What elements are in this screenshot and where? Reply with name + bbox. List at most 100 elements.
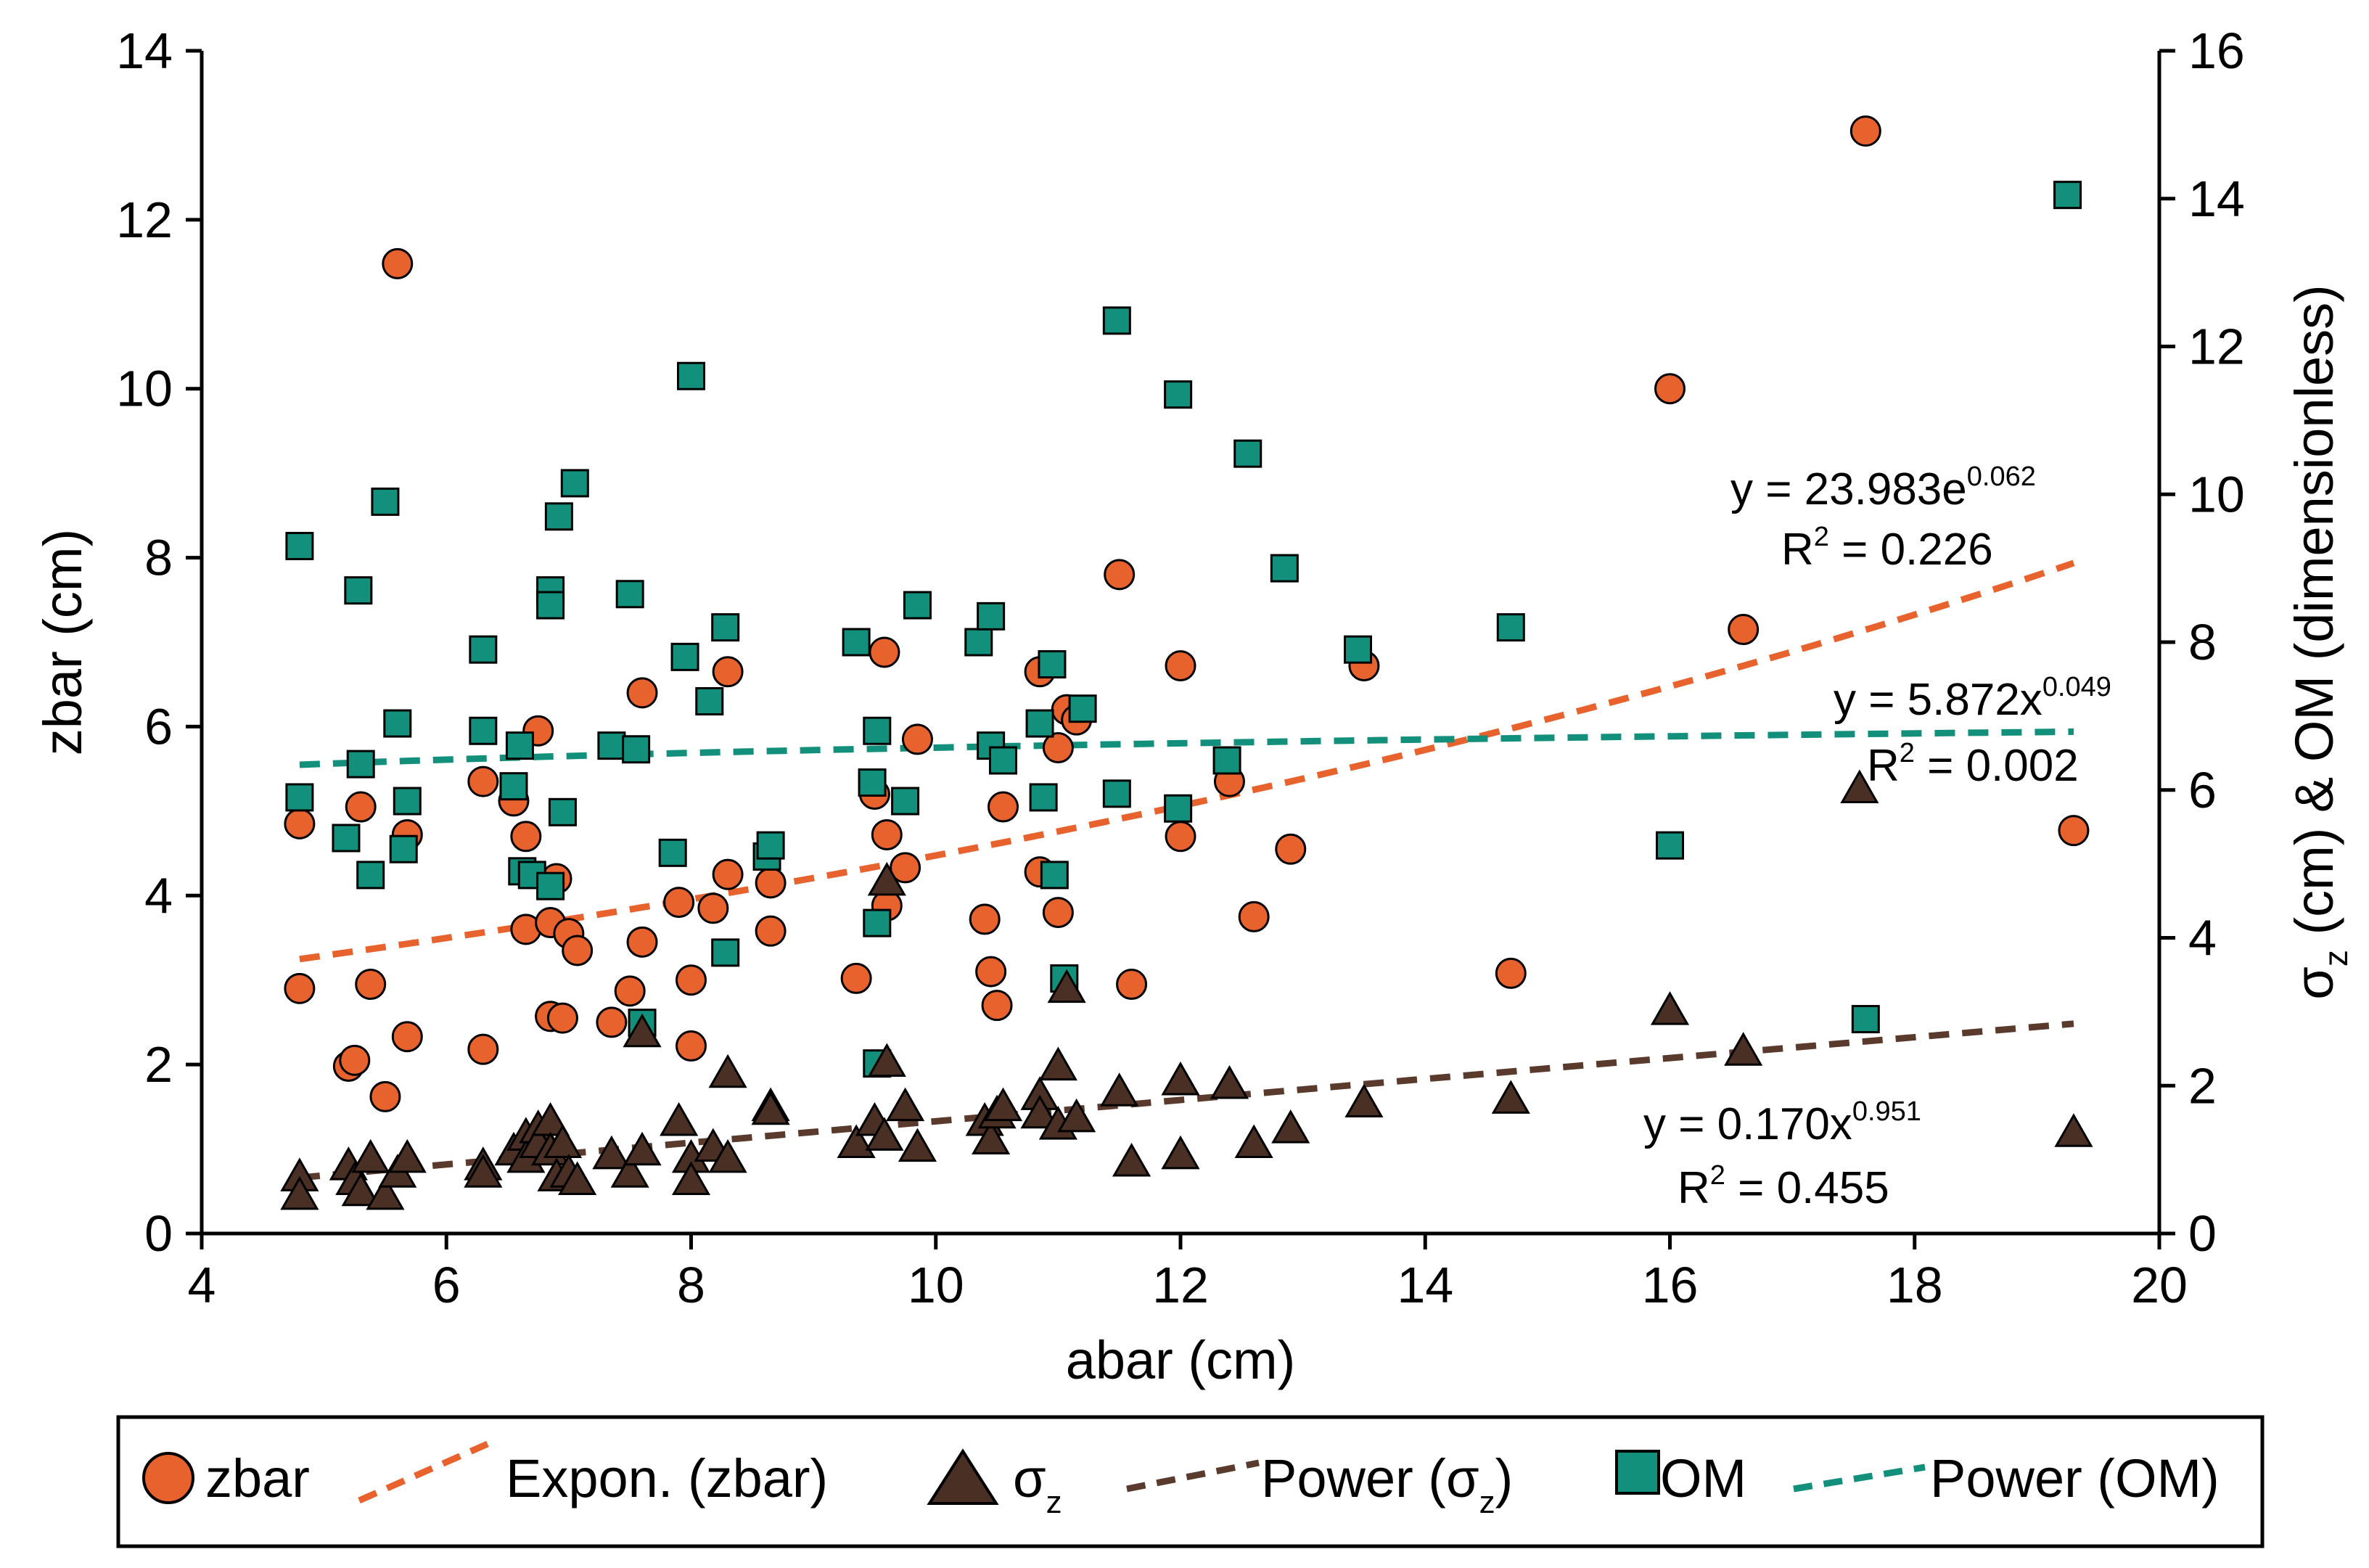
om-point — [1164, 794, 1193, 823]
zbar-point — [1275, 833, 1307, 865]
svg-text:R2 = 0.002: R2 = 0.002 — [1867, 738, 2079, 791]
x-tick-label: 14 — [1397, 1257, 1453, 1313]
om-point — [1496, 613, 1525, 642]
sigma-point — [1234, 1124, 1273, 1159]
legend-power-sigma-label-main: Power (σ — [1261, 1448, 1479, 1509]
om-point — [332, 824, 361, 853]
om-point — [469, 635, 498, 664]
om-point — [2053, 181, 2082, 210]
y2-tick-label: 8 — [2188, 614, 2217, 670]
zbar-point — [1042, 897, 1074, 929]
annotation-om-eq: y = 5.872x — [1834, 675, 2042, 725]
y-tick-label: 6 — [144, 698, 173, 755]
zbar-point — [1495, 957, 1527, 989]
legend-sigma-label: σz — [1013, 1448, 1062, 1520]
sigma-point — [671, 1161, 711, 1195]
annotation-zbar-r2-value: = 0.226 — [1829, 525, 1993, 575]
om-point — [658, 838, 687, 867]
zbar-point — [626, 926, 658, 958]
x-tick-label: 6 — [432, 1257, 461, 1313]
om-point — [371, 487, 400, 516]
zbar-point — [1654, 373, 1686, 405]
zbar-point — [901, 723, 933, 755]
om-point — [977, 602, 1006, 631]
sigma-point — [1020, 1094, 1059, 1129]
x-tick-label: 10 — [908, 1257, 964, 1313]
om-point — [695, 687, 724, 715]
y2-tick-label: 14 — [2188, 171, 2245, 227]
om-point — [711, 938, 740, 967]
zbar-point — [1116, 969, 1148, 1001]
svg-text:R2 = 0.455: R2 = 0.455 — [1678, 1160, 1889, 1213]
sigma-point — [464, 1154, 503, 1188]
zbar-point — [2058, 815, 2090, 847]
zbar-point — [1104, 559, 1136, 591]
y2-axis-ticks: 0 2 4 6 8 10 12 14 16 — [2159, 22, 2245, 1262]
svg-text:y = 5.872x0.049: y = 5.872x0.049 — [1834, 672, 2111, 725]
y2-tick-label: 12 — [2188, 319, 2245, 375]
trendlines — [299, 559, 2075, 1181]
series-om — [285, 181, 2082, 1078]
series-sigma — [280, 769, 2093, 1210]
annotation-sigma: y = 0.170x0.951 R2 = 0.455 — [1643, 1096, 1921, 1213]
zbar-point — [755, 915, 787, 947]
om-point — [1233, 439, 1262, 468]
sigma-point — [1100, 1072, 1139, 1107]
sigma-point — [983, 1087, 1023, 1122]
legend-om-marker — [1615, 1450, 1660, 1495]
sigma-point — [751, 1091, 790, 1125]
om-point — [285, 532, 314, 561]
sigma-point — [366, 1175, 405, 1210]
om-point — [389, 834, 418, 863]
om-point — [622, 735, 651, 764]
om-point — [344, 576, 373, 605]
sigma-point — [1650, 991, 1690, 1025]
zbar-point — [345, 791, 377, 823]
y-tick-label: 10 — [116, 361, 173, 417]
zbar-point — [284, 808, 316, 840]
annotation-om-r2-value: = 0.002 — [1915, 741, 2079, 791]
sigma-point — [558, 1161, 597, 1195]
legend-expon-zbar-line — [358, 1440, 489, 1504]
zbar-point — [869, 636, 900, 668]
om-point — [988, 746, 1017, 775]
sigma-point — [1210, 1065, 1249, 1099]
legend-power-om-line — [1793, 1464, 1926, 1493]
om-point — [677, 361, 705, 390]
sigma-point — [1840, 769, 1879, 804]
zbar-point — [871, 818, 903, 850]
om-point — [863, 908, 892, 937]
om-point — [1029, 783, 1058, 812]
annotation-om-r2: R — [1867, 741, 1900, 791]
zbar-point — [1238, 900, 1270, 932]
legend-zbar-label: zbar — [205, 1448, 310, 1509]
legend-expon-zbar-label: Expon. (zbar) — [506, 1448, 828, 1509]
legend-power-sigma-line — [1126, 1459, 1260, 1493]
x-tick-label: 12 — [1152, 1257, 1209, 1313]
sigma-point — [1161, 1061, 1200, 1096]
zbar-point — [1165, 650, 1196, 682]
zbar-point — [614, 975, 646, 1007]
zbar-point — [467, 1033, 499, 1065]
zbar-point — [712, 656, 744, 688]
legend-sigma-label-sub: z — [1046, 1485, 1062, 1520]
y2-title-sigma: σ — [2284, 966, 2344, 1000]
om-point — [1102, 779, 1131, 808]
sigma-point — [708, 1138, 747, 1173]
zbar-point — [467, 765, 499, 797]
om-point — [597, 731, 626, 760]
y-axis-ticks: 0 2 4 6 8 10 12 14 — [116, 22, 202, 1262]
zbar-point — [382, 247, 414, 279]
sigma-point — [623, 1131, 662, 1166]
x-tick-label: 20 — [2131, 1257, 2188, 1313]
om-point — [560, 469, 589, 498]
zbar-point — [697, 892, 729, 924]
y2-title-rest: (cm) & OM (dimensionless) — [2284, 284, 2344, 950]
annotation-om-eq-sup: 0.049 — [2042, 672, 2111, 702]
x-axis-ticks: 4 6 8 10 12 14 16 18 20 — [188, 1234, 2188, 1313]
svg-text:y = 23.983e0.062: y = 23.983e0.062 — [1730, 461, 2036, 514]
legend-om-label: OM — [1660, 1448, 1746, 1509]
x-tick-label: 8 — [677, 1257, 705, 1313]
y-tick-label: 14 — [116, 22, 173, 79]
om-point — [505, 731, 534, 760]
